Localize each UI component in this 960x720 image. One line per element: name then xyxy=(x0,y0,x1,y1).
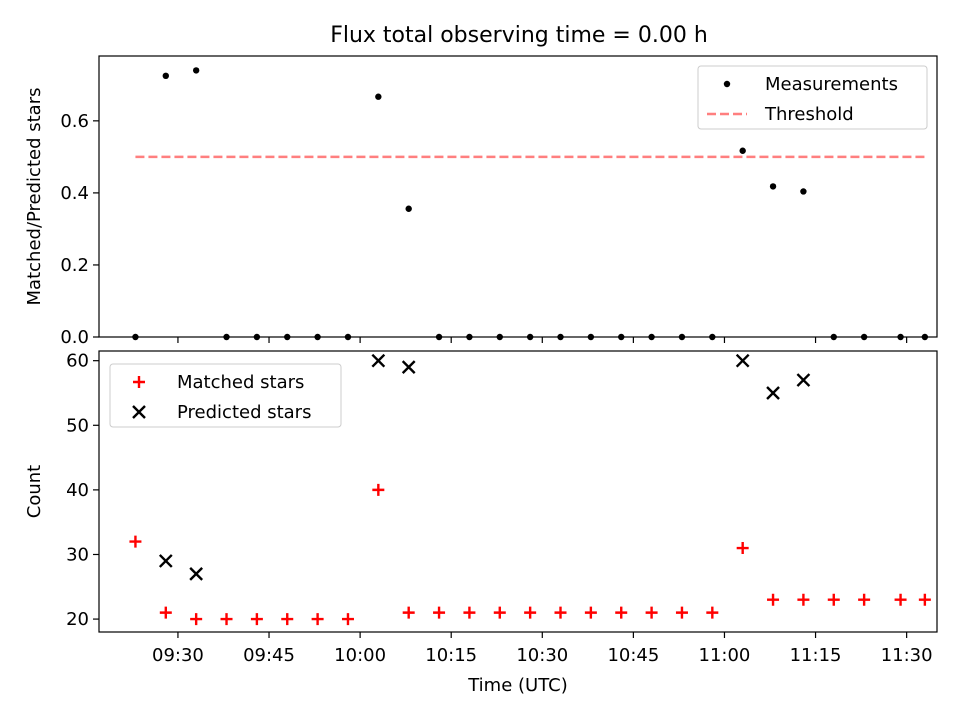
measurement-point xyxy=(897,333,904,341)
measurement-point xyxy=(284,333,291,341)
matched-stars-point xyxy=(858,593,871,606)
y-tick-label: 0.6 xyxy=(60,111,89,132)
predicted-stars-point xyxy=(371,353,386,368)
y-tick-label: 50 xyxy=(66,415,89,436)
measurement-point xyxy=(344,333,352,341)
predicted-stars-point xyxy=(189,567,204,581)
predicted-stars-point xyxy=(796,373,811,387)
measurement-point xyxy=(678,333,686,341)
x-tick-label: 11:00 xyxy=(699,645,751,666)
x-tick-label: 10:15 xyxy=(425,645,477,666)
y-axis-label: Matched/Predicted stars xyxy=(24,88,45,306)
matched-stars-point xyxy=(190,613,203,626)
measurement-point xyxy=(739,147,746,154)
measurement-point xyxy=(587,333,595,341)
predicted-stars-point xyxy=(158,554,173,568)
y-tick-label: 30 xyxy=(66,544,89,565)
measurement-point xyxy=(253,333,261,341)
x-tick-label: 09:30 xyxy=(152,645,204,666)
y-tick-label: 60 xyxy=(66,351,89,372)
x-tick-label: 11:30 xyxy=(881,645,933,666)
matched-stars-point xyxy=(918,593,931,606)
measurement-point xyxy=(405,205,412,212)
measurement-point xyxy=(162,72,169,80)
predicted-stars-point xyxy=(401,360,416,374)
legend-predicted-swatch xyxy=(132,405,146,419)
matched-stars-point xyxy=(584,606,597,619)
predicted-stars-point xyxy=(735,353,750,368)
legend: Matched stars Predicted stars xyxy=(109,363,342,428)
measurement-point xyxy=(435,333,443,341)
y-axis-label: Count xyxy=(24,465,45,518)
matched-stars-point xyxy=(311,613,324,626)
matched-stars-point xyxy=(706,606,719,619)
measurement-point xyxy=(132,333,139,341)
y-tick-label: 0.4 xyxy=(60,183,89,204)
matched-stars-point xyxy=(615,606,628,619)
measurement-point xyxy=(223,333,230,341)
axes-frame xyxy=(98,350,938,633)
y-tick-label: 0.0 xyxy=(60,327,89,348)
matched-stars-point xyxy=(827,593,840,606)
matched-stars-point xyxy=(524,606,537,619)
legend-measurement-swatch xyxy=(723,80,731,88)
matched-stars-point xyxy=(129,535,142,548)
measurement-point xyxy=(375,93,382,100)
bottom-panel: 20 30 40 50 60 09:30 09:45 10:00 10:15 10:30 10:45… xyxy=(24,350,938,696)
legend: Measurements Threshold xyxy=(697,65,928,130)
measurement-point xyxy=(860,333,868,341)
matched-stars-point xyxy=(250,613,263,626)
x-tick-label: 10:00 xyxy=(334,645,386,666)
matched-stars-point xyxy=(281,613,294,626)
matched-stars-point xyxy=(493,606,506,619)
measurement-point xyxy=(709,333,716,341)
measurement-point xyxy=(557,333,564,341)
matched-stars-point xyxy=(675,606,688,619)
matched-stars-point xyxy=(433,606,446,619)
legend-label: Threshold xyxy=(764,104,854,125)
measurement-point xyxy=(466,333,473,341)
matched-stars-point xyxy=(372,483,385,496)
measurement-point xyxy=(830,333,837,341)
legend-label: Predicted stars xyxy=(177,402,311,423)
y-tick-label: 40 xyxy=(66,480,89,501)
measurement-point xyxy=(648,333,655,341)
matched-stars-point xyxy=(797,593,810,606)
legend-box xyxy=(109,363,342,428)
matched-stars-point xyxy=(159,606,172,619)
matched-stars-point xyxy=(554,606,567,619)
top-panel: 0.0 0.2 0.4 0.6 Matched/Predicted stars Measu… xyxy=(24,55,938,348)
x-tick-label: 10:30 xyxy=(516,645,568,666)
matched-stars-point xyxy=(645,606,658,619)
chart-title: Flux total observing time = 0.00 h xyxy=(330,23,708,48)
matched-stars-point xyxy=(736,542,749,555)
measurement-point xyxy=(526,333,534,341)
measurement-point xyxy=(769,183,777,190)
measurement-point xyxy=(314,333,321,341)
y-tick-label: 20 xyxy=(66,609,89,630)
legend-label: Matched stars xyxy=(177,372,304,393)
matched-stars-point xyxy=(341,613,354,626)
x-tick-label: 10:45 xyxy=(607,645,659,666)
matched-stars-point xyxy=(767,593,780,606)
matched-stars-point xyxy=(402,606,415,619)
legend-box xyxy=(697,65,928,130)
matched-stars-point xyxy=(220,613,233,626)
x-tick-label: 11:15 xyxy=(790,645,842,666)
measurement-point xyxy=(921,333,929,341)
measurement-point xyxy=(618,333,625,341)
x-tick-label: 09:45 xyxy=(243,645,295,666)
legend-label: Measurements xyxy=(765,74,898,95)
measurement-point xyxy=(496,333,503,341)
legend-matched-swatch xyxy=(133,376,145,388)
measurement-point xyxy=(192,67,200,74)
measurement-point xyxy=(800,188,807,195)
y-tick-label: 0.2 xyxy=(60,255,89,276)
predicted-stars-point xyxy=(766,386,780,400)
x-axis-label: Time (UTC) xyxy=(467,675,568,696)
axes-frame xyxy=(98,55,938,338)
matched-stars-point xyxy=(894,593,907,606)
matched-stars-point xyxy=(463,606,476,619)
